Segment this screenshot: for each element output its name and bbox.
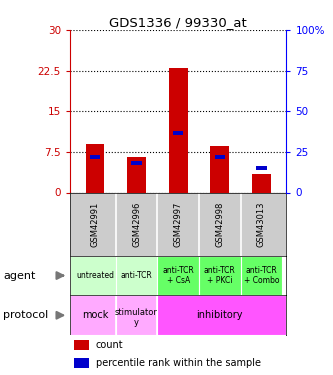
Text: stimulator
y: stimulator y <box>115 308 158 327</box>
Bar <box>169 68 187 192</box>
Bar <box>252 174 271 192</box>
Title: GDS1336 / 99330_at: GDS1336 / 99330_at <box>109 16 247 29</box>
Text: anti-TCR
+ CsA: anti-TCR + CsA <box>162 266 194 285</box>
Bar <box>210 147 229 192</box>
Bar <box>132 161 142 165</box>
Bar <box>116 256 157 296</box>
Bar <box>86 144 104 192</box>
Bar <box>127 157 146 192</box>
Text: GSM42998: GSM42998 <box>215 201 224 247</box>
Bar <box>74 357 89 368</box>
Bar <box>74 340 89 350</box>
Text: mock: mock <box>82 310 108 320</box>
Bar <box>199 256 240 296</box>
Bar <box>240 256 282 296</box>
Text: count: count <box>96 340 124 350</box>
Text: GSM42996: GSM42996 <box>132 201 141 247</box>
Text: agent: agent <box>3 270 36 280</box>
Bar <box>215 155 225 159</box>
Bar <box>173 131 183 135</box>
Text: anti-TCR
+ PKCi: anti-TCR + PKCi <box>204 266 236 285</box>
Text: inhibitory: inhibitory <box>196 310 243 320</box>
Text: GSM42991: GSM42991 <box>90 201 100 247</box>
Text: untreated: untreated <box>76 271 114 280</box>
Bar <box>70 256 116 296</box>
Bar <box>70 296 116 335</box>
Bar <box>116 296 157 335</box>
Text: GSM43013: GSM43013 <box>257 201 266 247</box>
Text: percentile rank within the sample: percentile rank within the sample <box>96 358 261 368</box>
Text: anti-TCR: anti-TCR <box>121 271 153 280</box>
Text: protocol: protocol <box>3 310 49 320</box>
Text: GSM42997: GSM42997 <box>173 201 183 247</box>
Bar <box>158 296 286 335</box>
Text: anti-TCR
+ Combo: anti-TCR + Combo <box>244 266 279 285</box>
Bar <box>158 256 199 296</box>
Bar <box>256 166 266 170</box>
Bar <box>90 155 100 159</box>
